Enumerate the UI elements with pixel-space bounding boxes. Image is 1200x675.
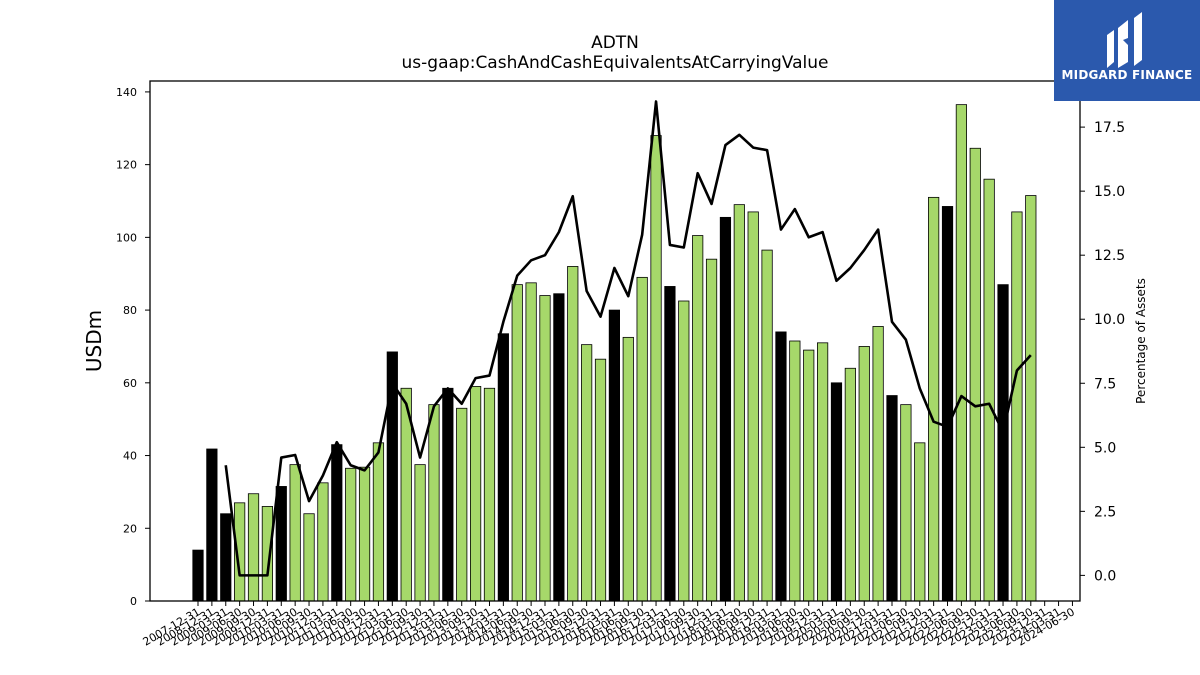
bar (789, 340, 801, 602)
y-tick-label: 0 (130, 595, 137, 608)
chart-subtitle: us-gaap:CashAndCashEquivalentsAtCarrying… (402, 53, 829, 73)
bar (608, 309, 621, 602)
bar (858, 346, 870, 602)
bar (650, 135, 662, 602)
line-layer (224, 100, 1032, 577)
bar (941, 206, 954, 602)
y-right-tick-label: 12.5 (1094, 248, 1125, 264)
bar (1011, 211, 1023, 602)
bar (928, 196, 940, 602)
y-tick-label: 120 (116, 159, 137, 172)
bar (719, 216, 732, 602)
bar (872, 326, 884, 602)
bar (900, 404, 912, 602)
y-tick-label: 140 (116, 86, 137, 99)
bar (317, 482, 329, 602)
y-axis-label: USDm (82, 310, 106, 372)
logo-mark-right (1134, 12, 1142, 66)
bar (664, 286, 676, 602)
brand-logo: MIDGARD FINANCE (1054, 0, 1200, 101)
bar (969, 147, 981, 602)
y-tick-label: 60 (123, 377, 137, 390)
y-axis-right-label: Percentage of Assets (1134, 278, 1148, 404)
y-right-tick-label: 0.0 (1094, 568, 1116, 584)
bar (220, 513, 232, 602)
y-right-tick-label: 7.5 (1094, 376, 1116, 392)
bar (733, 204, 745, 602)
bar (511, 284, 523, 602)
bar (886, 395, 898, 602)
y-right-tick-label: 10.0 (1094, 312, 1125, 328)
bar (358, 466, 371, 602)
bar (456, 407, 468, 602)
plot-frame (149, 80, 1081, 602)
bar (817, 342, 829, 602)
bar (303, 513, 315, 602)
brand-name: MIDGARD FINANCE (1061, 68, 1193, 82)
y-right-tick-label: 2.5 (1094, 504, 1116, 520)
bar (428, 404, 440, 602)
bar (192, 549, 204, 602)
bar (997, 284, 1009, 602)
bar (622, 336, 634, 602)
bar (581, 344, 593, 602)
bar (289, 464, 301, 602)
bar (636, 276, 648, 602)
y-right-tick-label: 17.5 (1094, 120, 1125, 136)
bar (331, 444, 343, 602)
axes-layer (149, 80, 1081, 602)
percentage-line (224, 100, 1032, 577)
bar (775, 331, 787, 602)
y-right-tick-label: 15.0 (1094, 184, 1125, 200)
bar (705, 258, 718, 602)
bar (206, 448, 218, 602)
bar (483, 387, 496, 602)
bar (525, 282, 537, 602)
bar (345, 467, 357, 602)
bar (497, 333, 509, 602)
y-tick-label: 40 (123, 450, 137, 463)
bar (844, 367, 856, 602)
bars-layer (192, 104, 1037, 602)
y-tick-label: 80 (123, 304, 137, 317)
bar (1025, 195, 1037, 602)
bar (830, 382, 843, 602)
bar (553, 293, 565, 602)
bar (442, 387, 454, 602)
bar (955, 104, 968, 602)
ticks-layer: 0 20 40 60 80 100 120 140 0.0 2.5 5.0 7.5 10.0 12.5 15… (116, 86, 1125, 649)
bar (747, 211, 759, 602)
bar (803, 349, 815, 602)
bar (594, 358, 607, 602)
bar (914, 442, 926, 602)
bar (275, 486, 287, 602)
bar (469, 386, 482, 602)
bar (761, 249, 773, 602)
bar (692, 235, 704, 602)
bar (414, 464, 426, 602)
bar (678, 300, 690, 602)
logo-mark-center (1118, 20, 1128, 68)
bar (372, 442, 385, 602)
y-tick-label: 100 (116, 231, 137, 244)
bar (539, 295, 551, 602)
chart-title: ADTN (591, 33, 639, 53)
y-right-tick-label: 5.0 (1094, 440, 1116, 456)
bar (247, 493, 260, 602)
y-tick-label: 20 (123, 522, 137, 535)
bar (567, 266, 579, 602)
logo-mark-left (1107, 30, 1114, 68)
midgard-logo-icon (1054, 0, 1200, 101)
bar (983, 178, 995, 602)
